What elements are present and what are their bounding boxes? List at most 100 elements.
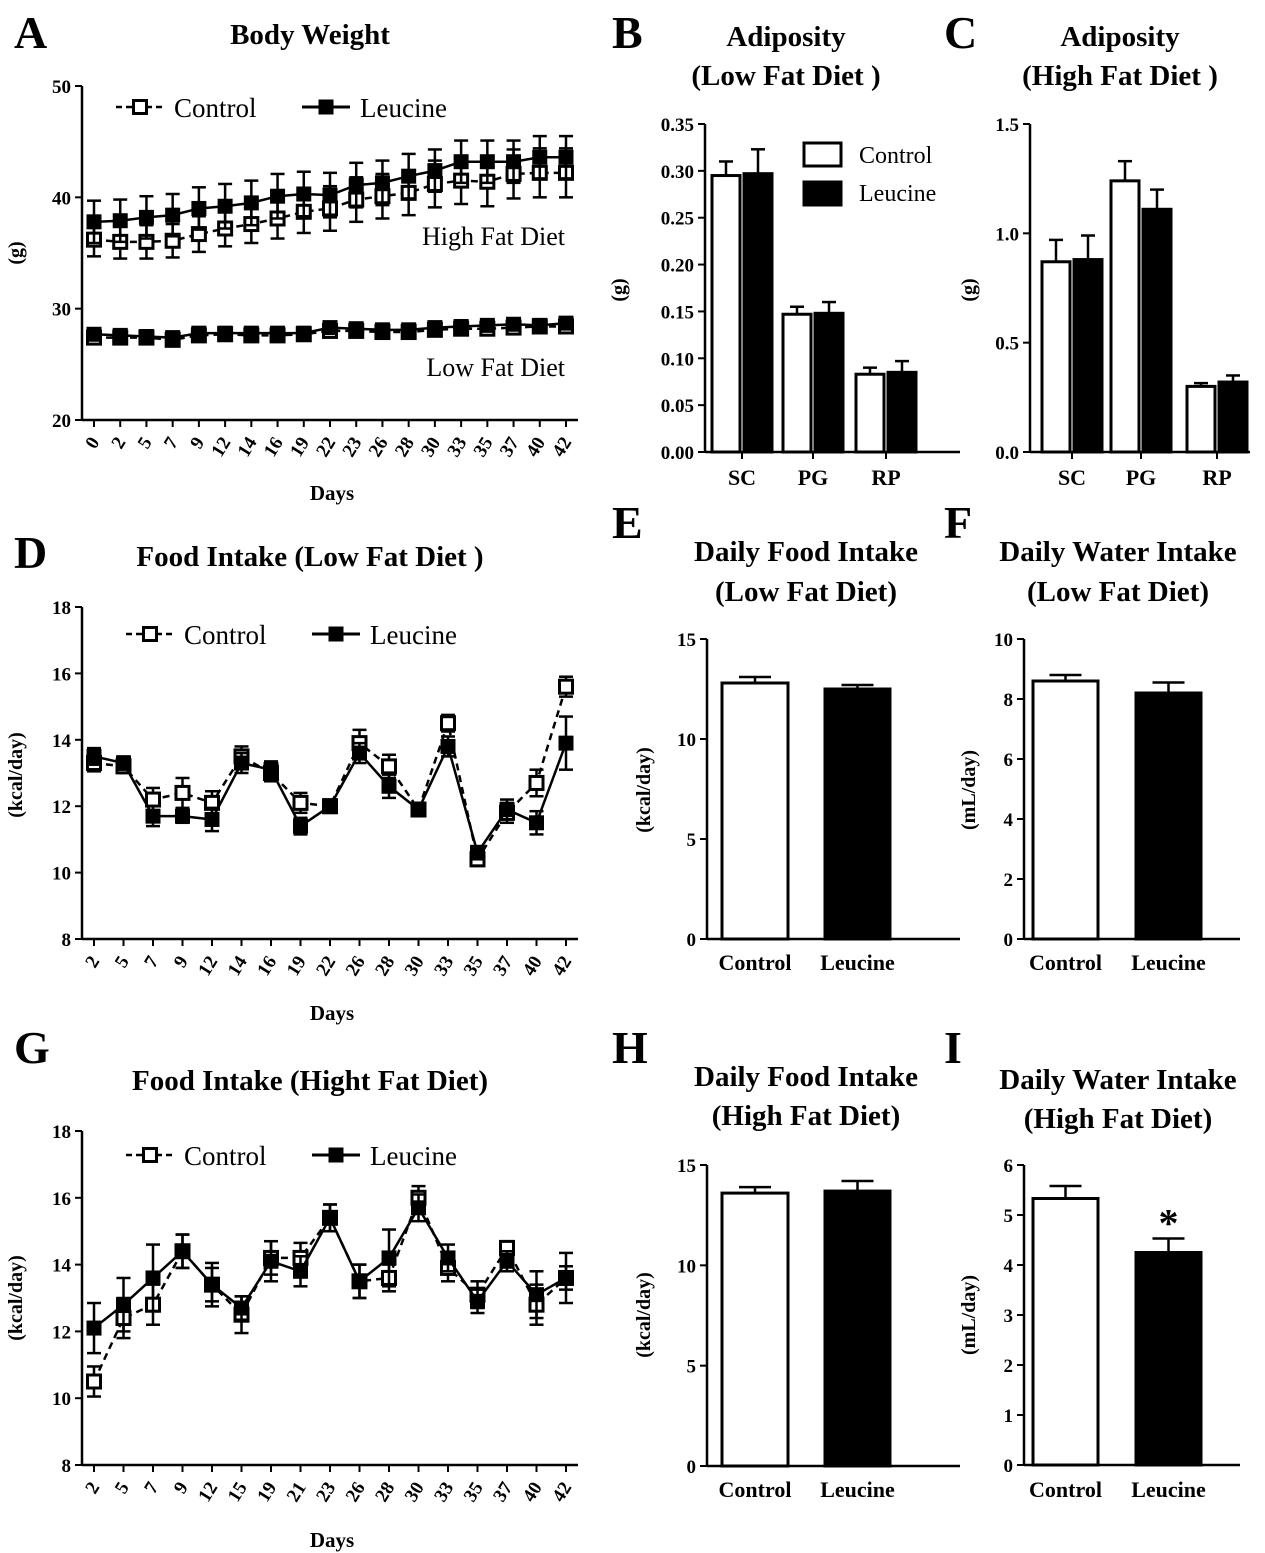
x-tick-label: 42 xyxy=(548,953,576,980)
data-point xyxy=(204,811,220,827)
data-point xyxy=(411,802,426,818)
x-category-label: Leucine xyxy=(1131,950,1206,975)
series-line xyxy=(92,1194,567,1383)
data-point xyxy=(381,1250,397,1266)
data-point xyxy=(499,802,515,818)
data-point xyxy=(145,791,161,808)
data-point xyxy=(470,845,485,861)
bar-leucine xyxy=(1134,1251,1203,1467)
chart-title: Daily Food Intake xyxy=(694,536,918,568)
y-tick-label: 15 xyxy=(677,630,696,651)
data-point xyxy=(112,327,128,343)
bar-control xyxy=(1031,1197,1100,1467)
x-tick-label: 30 xyxy=(401,953,429,980)
panel-A: A Body Weight (g) 20 30 40 50 0 2 5 7 9121416192223… xyxy=(5,7,578,505)
series-line xyxy=(93,686,568,863)
x-tick-label: 5 xyxy=(111,1479,134,1498)
x-tick-label: 23 xyxy=(312,1479,340,1506)
data-point xyxy=(263,762,279,778)
y-tick-label: 0.20 xyxy=(661,256,694,277)
data-point xyxy=(374,322,390,338)
x-tick-label: 7 xyxy=(140,952,163,972)
y-tick-label: 40 xyxy=(52,188,71,209)
bar-leucine xyxy=(823,687,892,941)
x-tick-label: 5 xyxy=(111,953,134,972)
y-axis-label: (kcal/day) xyxy=(5,1255,27,1341)
data-point xyxy=(263,1253,279,1269)
x-tick-label: 26 xyxy=(342,1479,370,1506)
data-point xyxy=(506,316,522,332)
data-point xyxy=(401,168,417,184)
annotation-low-fat: Low Fat Diet xyxy=(426,353,565,382)
legend-label: Leucine xyxy=(859,181,936,207)
data-point xyxy=(470,1293,485,1309)
annotation-high-fat: High Fat Diet xyxy=(422,222,566,251)
x-tick-label: 33 xyxy=(443,434,471,461)
y-tick-label: 0.15 xyxy=(661,302,694,323)
y-tick-label: 10 xyxy=(677,1256,696,1277)
x-category-label: Leucine xyxy=(820,950,895,975)
y-tick-label: 15 xyxy=(677,1156,696,1177)
x-category-label: Control xyxy=(719,950,792,975)
data-point xyxy=(348,321,364,337)
x-category-label: SC xyxy=(728,465,756,490)
data-point xyxy=(293,1263,308,1279)
y-tick-label: 0.0 xyxy=(995,443,1019,464)
panel-letter: E xyxy=(612,497,643,548)
y-axis-label: (kcal/day) xyxy=(633,1272,655,1358)
x-tick-label: 40 xyxy=(519,1479,547,1506)
y-tick-label: 0 xyxy=(687,1457,697,1478)
y-tick-label: 0.30 xyxy=(661,162,694,183)
data-point xyxy=(322,798,338,814)
chart-title: (High Fat Diet ) xyxy=(1022,60,1218,92)
data-point xyxy=(293,818,308,834)
data-point xyxy=(440,738,456,754)
data-point xyxy=(411,1200,426,1216)
data-point xyxy=(217,198,233,214)
x-tick-label: 22 xyxy=(312,434,340,461)
y-tick-label: 8 xyxy=(62,930,72,951)
data-point xyxy=(479,154,495,170)
y-tick-label: 1 xyxy=(1004,1406,1014,1427)
chart-title: Body Weight xyxy=(230,19,390,51)
series-leucine-low-fat-diet xyxy=(86,315,574,346)
y-tick-label: 8 xyxy=(62,1456,72,1477)
legend-label: Leucine xyxy=(370,620,457,650)
data-point xyxy=(116,755,131,771)
bar-control xyxy=(1185,384,1217,454)
bar-leucine xyxy=(886,370,918,454)
x-tick-label: 14 xyxy=(224,952,252,980)
data-point xyxy=(138,329,154,344)
x-tick-label: 42 xyxy=(548,434,576,461)
data-point xyxy=(374,175,390,191)
panel-letter: D xyxy=(14,527,47,578)
y-tick-label: 0 xyxy=(687,930,697,951)
x-category-label: RP xyxy=(871,465,900,490)
x-tick-label: 28 xyxy=(391,434,419,461)
panel-letter: I xyxy=(944,1022,962,1073)
x-tick-label: 19 xyxy=(283,953,311,980)
x-category-label: PG xyxy=(798,465,829,490)
x-tick-label: 40 xyxy=(522,434,550,461)
data-point xyxy=(453,318,469,334)
data-point xyxy=(529,815,544,831)
data-point xyxy=(86,1373,102,1390)
x-category-label: Leucine xyxy=(1131,1477,1206,1502)
x-category-label: SC xyxy=(1058,465,1086,490)
chart-title: Food Intake (Hight Fat Diet) xyxy=(132,1065,488,1097)
legend-marker-leucine xyxy=(328,626,344,642)
data-point xyxy=(529,1287,544,1303)
x-tick-label: 30 xyxy=(417,434,445,461)
legend-label: Control xyxy=(184,1141,267,1171)
data-point xyxy=(532,317,548,333)
y-tick-label: 10 xyxy=(52,864,71,885)
series-control xyxy=(86,675,574,868)
data-point xyxy=(427,320,443,336)
data-point xyxy=(532,149,548,165)
y-tick-label: 0 xyxy=(1004,930,1014,951)
x-tick-label: 5 xyxy=(134,434,157,453)
data-point xyxy=(440,715,456,732)
x-tick-label: 37 xyxy=(489,1478,517,1506)
y-tick-label: 50 xyxy=(52,77,71,98)
chart-title: Daily Water Intake xyxy=(999,536,1237,568)
